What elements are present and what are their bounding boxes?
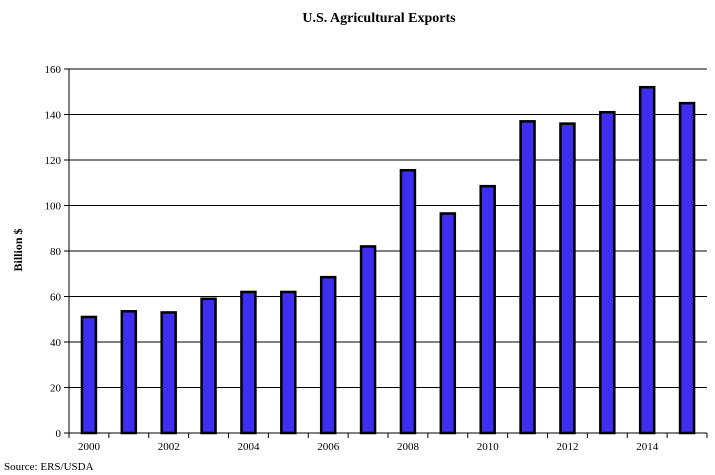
x-tick-label: 2010 [477,441,500,453]
bar-2002 [160,311,177,435]
bar-2013 [599,110,616,435]
bar-2005 [280,290,297,435]
y-tick-label: 20 [50,383,62,395]
x-tick-label: 2008 [397,441,420,453]
y-tick-label: 60 [50,292,62,304]
x-axis-ticks: 2000 2002 2004 2006 2008 2010 2012 2014 [68,433,708,453]
bar-2009 [439,212,457,435]
x-tick-label: 2012 [557,441,579,453]
y-tick-label: 0 [56,428,62,440]
y-tick-label: 40 [50,337,62,349]
bar-2004 [240,290,257,435]
bar-2007 [359,245,377,435]
bar-2003 [200,297,217,435]
chart-title: U.S. Agricultural Exports [302,11,456,26]
source-note: Source: ERS/USDA [4,461,94,473]
x-tick-label: 2006 [317,441,340,453]
bars [80,85,696,435]
y-tick-label: 140 [45,110,62,122]
y-tick-label: 160 [45,64,62,76]
bar-2000 [80,315,98,435]
x-tick-label: 2002 [158,441,180,453]
bar-2011 [519,120,536,435]
x-tick-label: 2004 [238,441,261,453]
bar-2001 [120,310,138,435]
bar-2012 [559,122,576,435]
x-tick-label: 2014 [636,441,659,453]
bar-2008 [399,168,417,435]
bar-2014 [638,85,656,435]
y-axis-ticks: 0 20 40 60 80 100 120 140 160 [45,64,69,440]
y-tick-label: 100 [45,201,62,213]
y-tick-label: 80 [50,246,62,258]
y-axis-label: Billion $ [11,228,25,271]
x-tick-label: 2000 [78,441,101,453]
bar-2006 [319,275,337,435]
bar-2015 [678,101,696,435]
y-tick-label: 120 [45,155,62,167]
bar-2010 [479,184,496,435]
